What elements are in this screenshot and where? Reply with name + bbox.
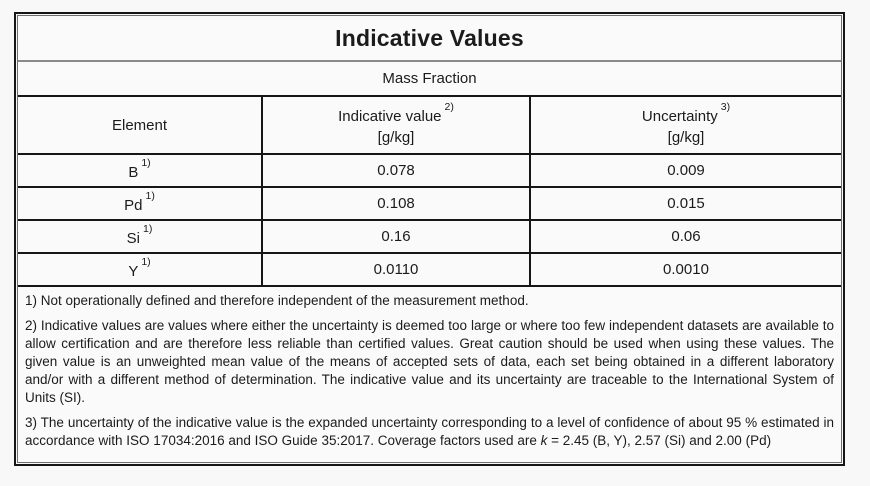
footnote-3-text: = 2.45 (B, Y), 2.57 (Si) and 2.00 (Pd) (547, 433, 772, 448)
element-text: Pd (124, 197, 143, 214)
uncertainty-cell: 0.06 (671, 228, 701, 245)
header-superscript: 2) (444, 101, 454, 113)
table-subtitle-row: Mass Fraction (18, 62, 841, 97)
uncertainty-cell: 0.0010 (663, 261, 709, 278)
element-superscript: 1) (141, 256, 151, 268)
indicative-values-table: Indicative Values Mass Fraction Element … (14, 12, 845, 466)
footnote-3-k-symbol: k (540, 433, 548, 448)
column-header-element-label: Element (112, 115, 167, 136)
uncertainty-cell: 0.009 (667, 162, 705, 179)
header-label: Indicative value (338, 108, 442, 125)
indicative-value-cell: 0.078 (263, 155, 531, 186)
column-header-indicative-value-label: Indicative value2) (338, 101, 454, 127)
header-unit: [g/kg] (667, 129, 705, 146)
element-text: B (128, 164, 139, 181)
element-superscript: 1) (145, 190, 155, 202)
indicative-value-cell: 0.0110 (263, 254, 531, 285)
table-body: Indicative Values Mass Fraction Element … (17, 15, 842, 463)
footnote-2: 2) Indicative values are values where ei… (25, 318, 834, 405)
element-cell: B1) (18, 155, 263, 186)
table-row-b: B1) 0.078 0.009 (18, 155, 841, 188)
element-cell: Y1) (18, 254, 263, 285)
footnote-3-text: 3) The uncertainty of the indicative val… (25, 415, 834, 448)
uncertainty-cell: 0.015 (667, 195, 705, 212)
column-header-uncertainty-label: Uncertainty3) (641, 101, 731, 127)
header-label: Element (111, 116, 168, 134)
footnotes-section: 1) Not operationally defined and therefo… (18, 287, 841, 462)
element-cell: Pd1) (18, 188, 263, 219)
table-title: Indicative Values (335, 24, 524, 51)
column-header-element: Element (18, 97, 263, 153)
header-unit: [g/kg] (377, 129, 415, 146)
element-superscript: 1) (143, 223, 153, 235)
element-cell: Si1) (18, 221, 263, 252)
footnote-1: 1) Not operationally defined and therefo… (25, 293, 529, 308)
column-header-indicative-value: Indicative value2) [g/kg] (263, 97, 531, 153)
footnote-3: 3) The uncertainty of the indicative val… (25, 414, 834, 450)
table-row-si: Si1) 0.16 0.06 (18, 221, 841, 254)
element-text: Y (128, 263, 139, 280)
table-row-y: Y1) 0.0110 0.0010 (18, 254, 841, 287)
element-symbol: Si1) (126, 223, 153, 249)
header-label: Uncertainty (641, 108, 718, 125)
element-superscript: 1) (141, 157, 151, 169)
element-symbol: B1) (128, 157, 151, 183)
element-text: Si (126, 230, 140, 247)
element-symbol: Pd1) (124, 190, 155, 216)
table-row-pd: Pd1) 0.108 0.015 (18, 188, 841, 221)
column-header-uncertainty: Uncertainty3) [g/kg] (531, 97, 841, 153)
indicative-value-cell: 0.108 (263, 188, 531, 219)
table-header-row: Element Indicative value2) [g/kg] Uncert… (18, 97, 841, 155)
table-subtitle: Mass Fraction (382, 70, 477, 87)
header-superscript: 3) (720, 101, 731, 113)
element-symbol: Y1) (128, 256, 151, 282)
indicative-value-cell: 0.16 (263, 221, 531, 252)
table-title-row: Indicative Values (18, 16, 841, 62)
